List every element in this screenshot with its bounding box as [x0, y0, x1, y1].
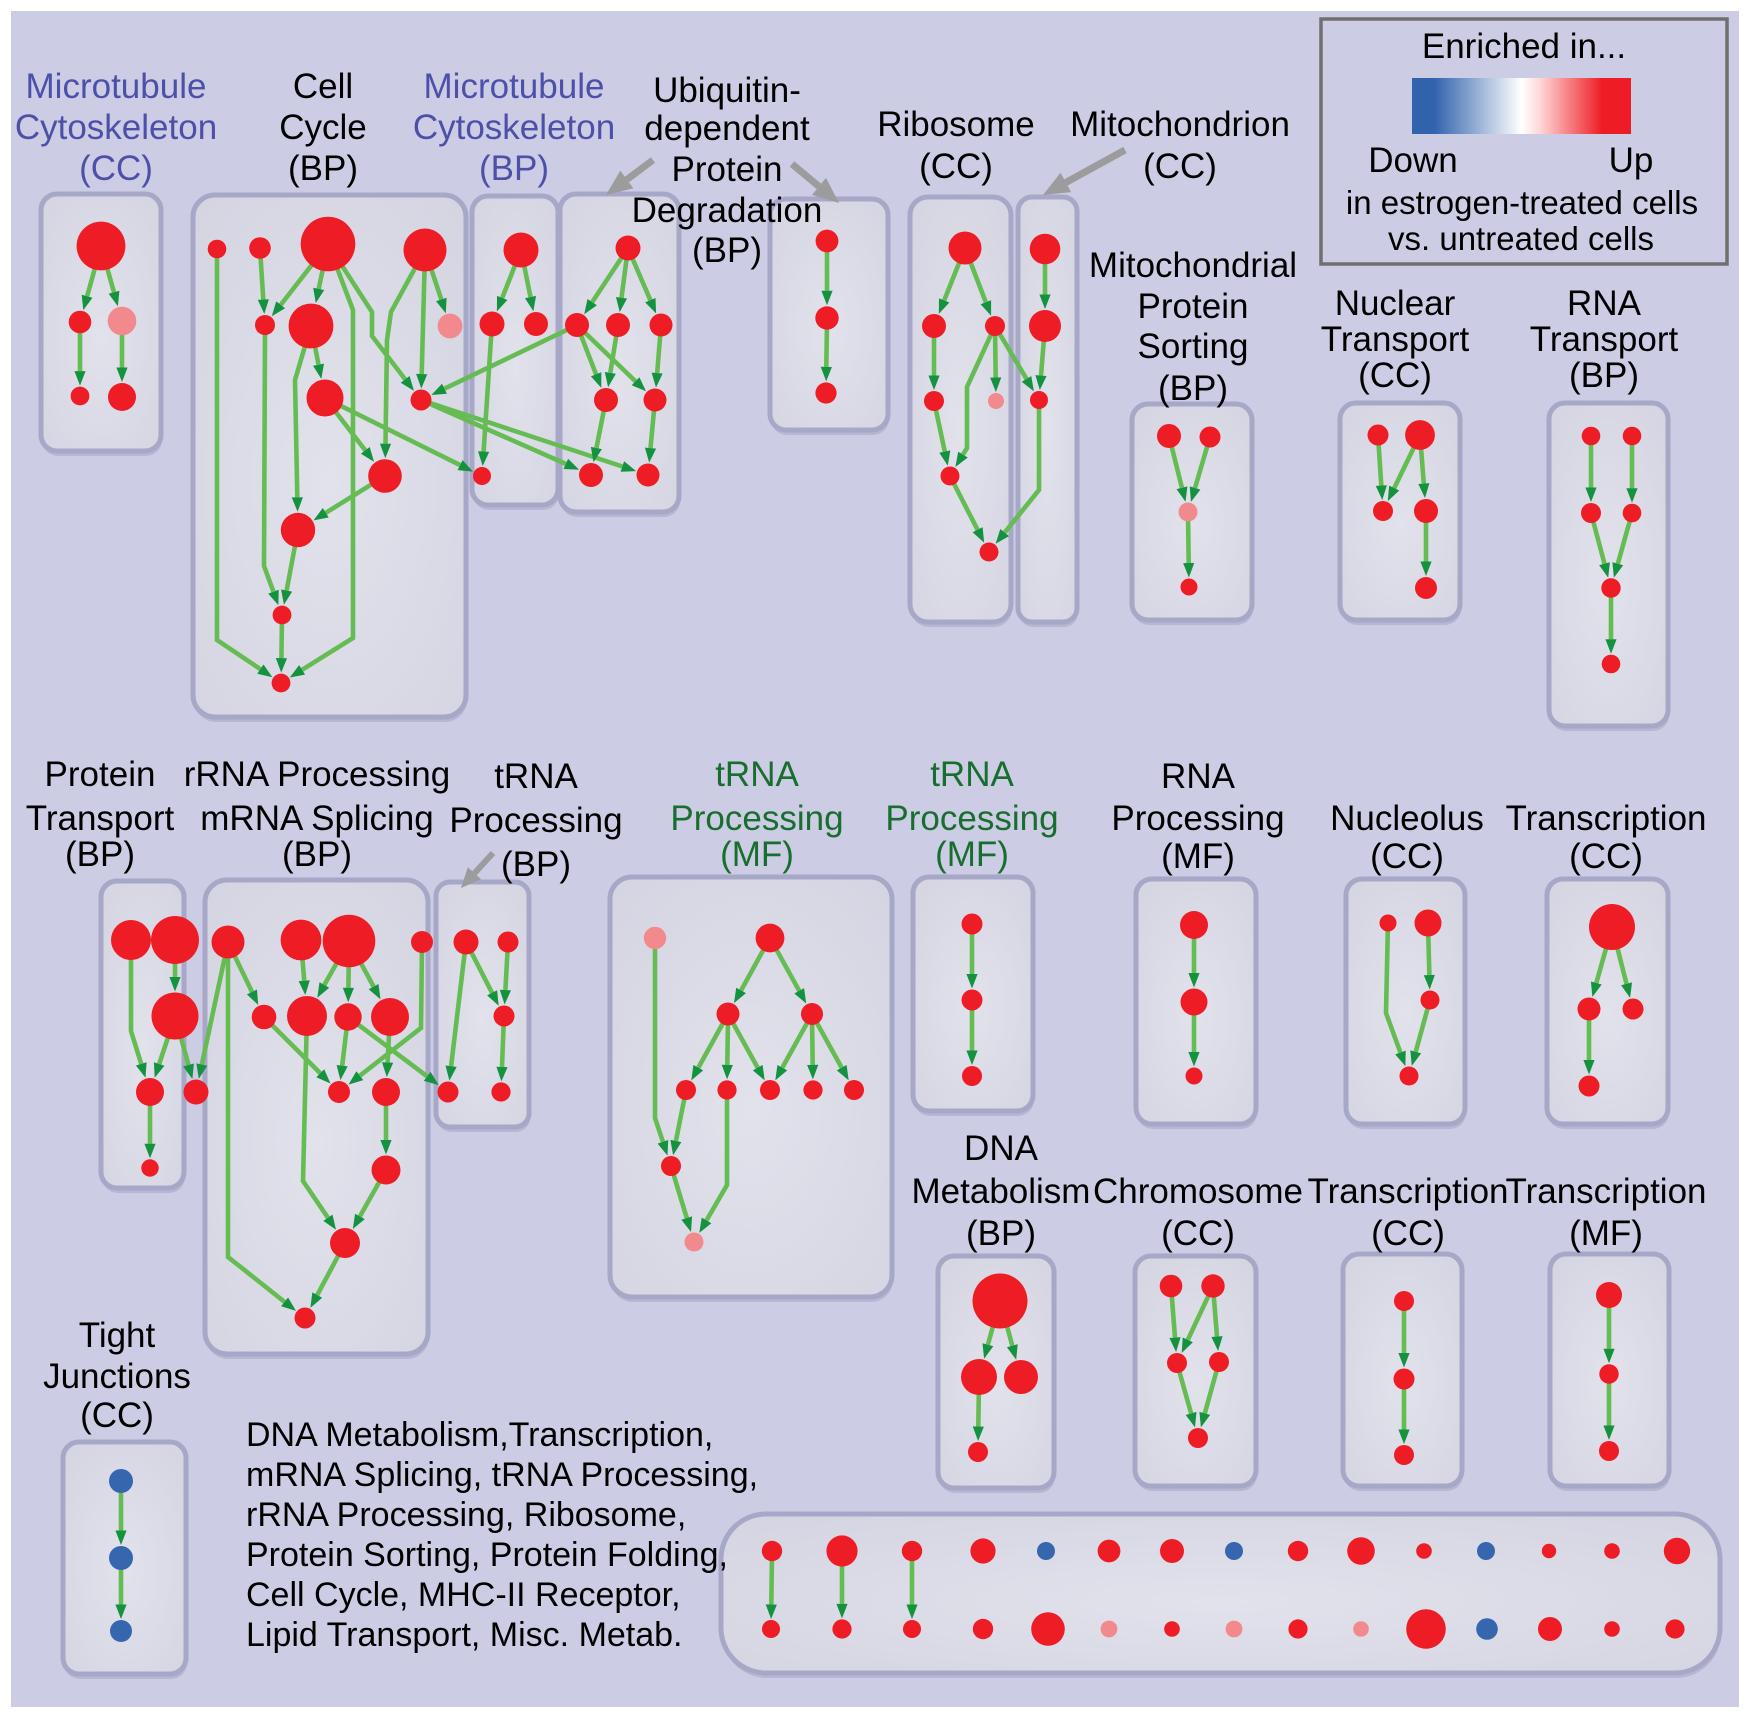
svg-text:(BP): (BP) — [282, 835, 352, 874]
svg-text:Protein: Protein — [672, 150, 783, 189]
svg-text:(CC): (CC) — [79, 149, 153, 188]
svg-text:Chromosome: Chromosome — [1093, 1172, 1303, 1211]
svg-text:(BP): (BP) — [1158, 369, 1228, 408]
svg-text:(BP): (BP) — [479, 149, 549, 188]
svg-text:Protein: Protein — [1138, 287, 1249, 326]
svg-text:DNA Metabolism,Transcription,: DNA Metabolism,Transcription, — [246, 1416, 713, 1454]
svg-text:mRNA Splicing, tRNA Processing: mRNA Splicing, tRNA Processing, — [246, 1456, 758, 1494]
svg-text:Mitochondrion: Mitochondrion — [1070, 105, 1290, 144]
svg-text:RNA: RNA — [1567, 284, 1642, 323]
svg-text:(CC): (CC) — [919, 147, 993, 186]
svg-text:Metabolism: Metabolism — [912, 1172, 1091, 1211]
svg-text:Nuclear: Nuclear — [1335, 284, 1456, 323]
svg-text:Nucleolus: Nucleolus — [1330, 799, 1484, 838]
svg-text:Up: Up — [1609, 141, 1654, 180]
svg-text:Sorting: Sorting — [1138, 327, 1249, 366]
svg-text:dependent: dependent — [644, 109, 810, 148]
svg-text:(BP): (BP) — [692, 231, 762, 270]
svg-text:mRNA Splicing: mRNA Splicing — [200, 799, 433, 838]
svg-text:rRNA Processing: rRNA Processing — [184, 755, 450, 794]
svg-text:in estrogen-treated cells: in estrogen-treated cells — [1346, 184, 1698, 221]
svg-text:RNA: RNA — [1161, 757, 1236, 796]
svg-text:rRNA Processing, Ribosome,: rRNA Processing, Ribosome, — [246, 1496, 686, 1534]
svg-text:(CC): (CC) — [1161, 1214, 1235, 1253]
svg-text:(CC): (CC) — [1358, 356, 1432, 395]
svg-text:Ubiquitin-: Ubiquitin- — [653, 71, 801, 110]
svg-text:Cytoskeleton: Cytoskeleton — [15, 108, 217, 147]
svg-text:Tight: Tight — [79, 1316, 156, 1355]
svg-text:Processing: Processing — [1111, 799, 1284, 838]
svg-text:vs. untreated cells: vs. untreated cells — [1388, 220, 1654, 257]
svg-text:Processing: Processing — [670, 799, 843, 838]
svg-text:Transport: Transport — [26, 799, 175, 838]
svg-text:Transcription: Transcription — [1506, 799, 1707, 838]
svg-text:Transcription: Transcription — [1308, 1172, 1509, 1211]
svg-text:(MF): (MF) — [935, 835, 1009, 874]
svg-text:(CC): (CC) — [1371, 1214, 1445, 1253]
svg-text:Mitochondrial: Mitochondrial — [1089, 246, 1297, 285]
svg-text:Ribosome: Ribosome — [877, 105, 1035, 144]
svg-text:Processing: Processing — [449, 801, 622, 840]
svg-text:tRNA: tRNA — [930, 755, 1014, 794]
svg-text:Cell: Cell — [293, 67, 353, 106]
svg-text:Lipid Transport, Misc. Metab.: Lipid Transport, Misc. Metab. — [246, 1616, 683, 1654]
svg-text:(CC): (CC) — [1143, 147, 1217, 186]
svg-text:Protein Sorting, Protein Foldi: Protein Sorting, Protein Folding, — [246, 1536, 728, 1574]
svg-text:(BP): (BP) — [288, 149, 358, 188]
svg-text:tRNA: tRNA — [494, 757, 578, 796]
svg-text:(BP): (BP) — [65, 835, 135, 874]
svg-text:(CC): (CC) — [80, 1396, 154, 1435]
svg-text:Transport: Transport — [1321, 320, 1470, 359]
svg-text:Transcription: Transcription — [1506, 1172, 1707, 1211]
svg-text:(MF): (MF) — [720, 835, 794, 874]
svg-text:Junctions: Junctions — [43, 1357, 191, 1396]
svg-text:Processing: Processing — [885, 799, 1058, 838]
svg-text:tRNA: tRNA — [715, 755, 799, 794]
svg-text:Microtubule: Microtubule — [26, 67, 207, 106]
svg-text:Protein: Protein — [45, 755, 156, 794]
svg-text:Microtubule: Microtubule — [424, 67, 605, 106]
svg-text:DNA: DNA — [964, 1129, 1039, 1168]
svg-text:(MF): (MF) — [1161, 837, 1235, 876]
svg-text:Cycle: Cycle — [279, 108, 367, 147]
svg-text:(CC): (CC) — [1569, 837, 1643, 876]
svg-text:Down: Down — [1368, 141, 1457, 180]
svg-text:(MF): (MF) — [1569, 1214, 1643, 1253]
svg-text:Degradation: Degradation — [632, 191, 823, 230]
svg-text:Transport: Transport — [1530, 320, 1679, 359]
svg-text:(CC): (CC) — [1370, 837, 1444, 876]
svg-text:Enriched in...: Enriched in... — [1422, 27, 1626, 66]
svg-text:(BP): (BP) — [966, 1214, 1036, 1253]
svg-text:(BP): (BP) — [1569, 356, 1639, 395]
svg-text:Cell Cycle, MHC-II Receptor,: Cell Cycle, MHC-II Receptor, — [246, 1576, 681, 1614]
svg-text:Cytoskeleton: Cytoskeleton — [413, 108, 615, 147]
svg-text:(BP): (BP) — [501, 845, 571, 884]
